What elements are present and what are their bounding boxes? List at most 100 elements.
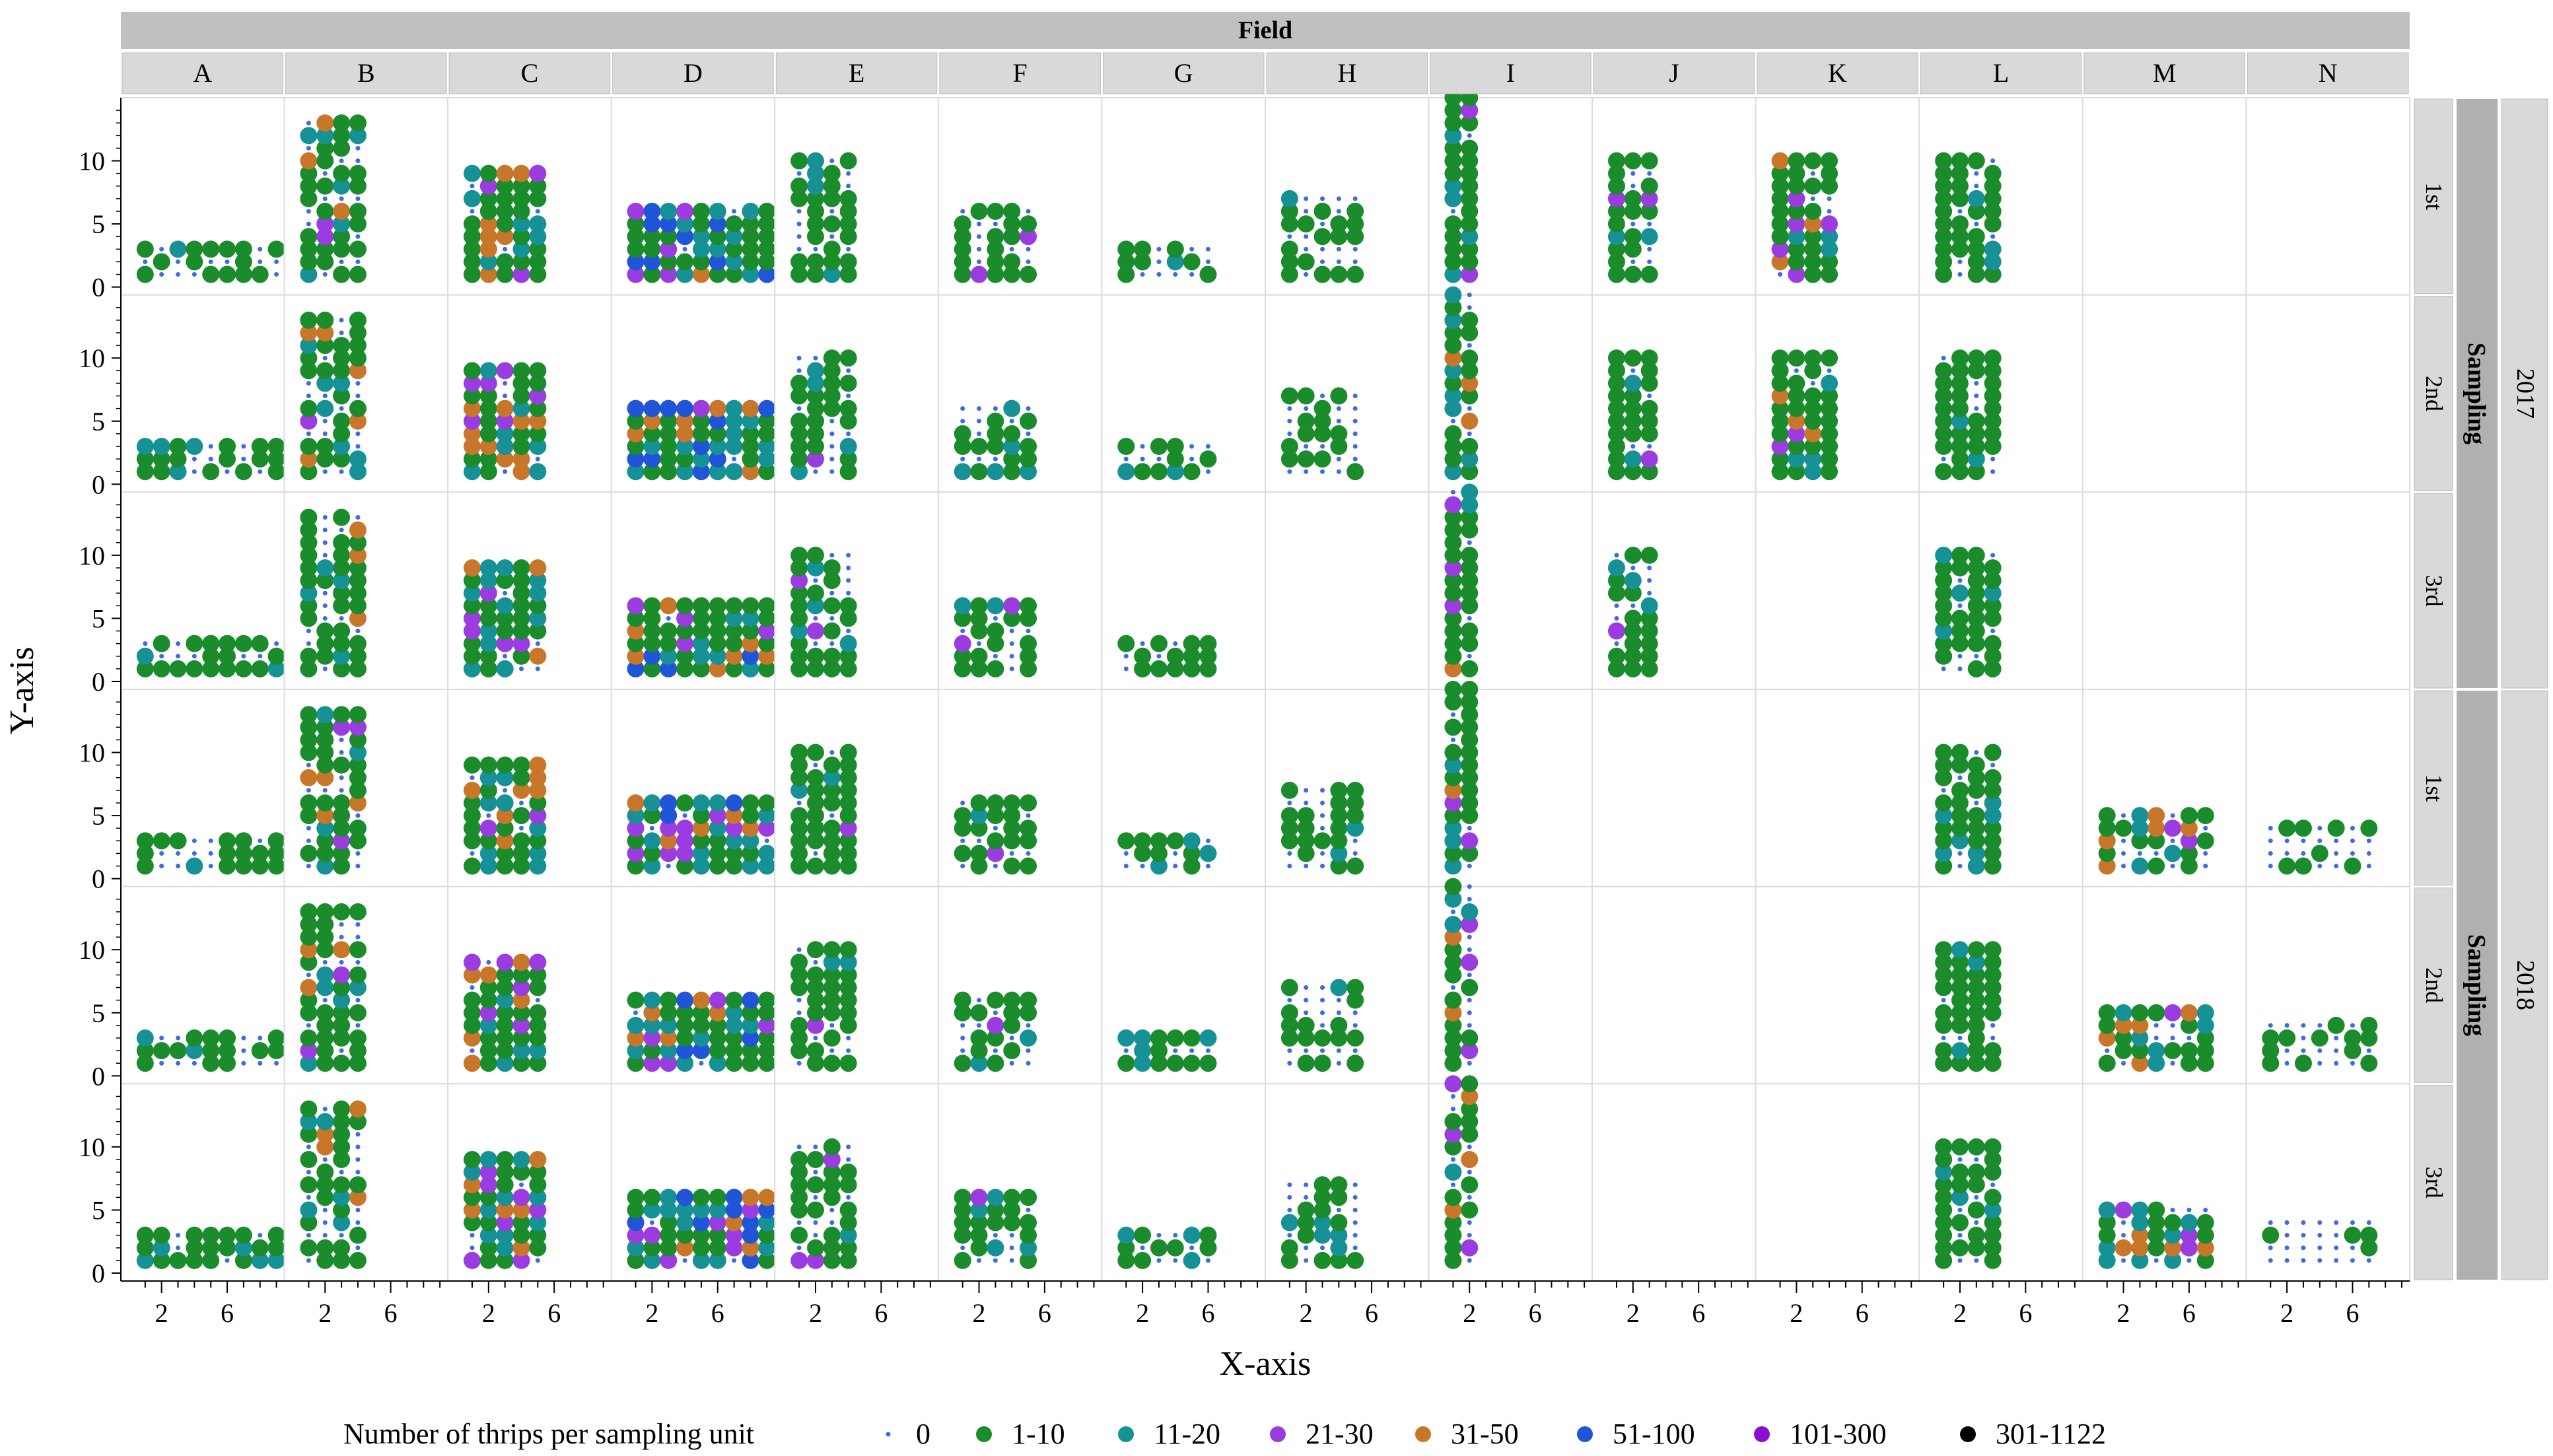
data-point — [970, 1239, 988, 1257]
data-point — [758, 1201, 776, 1219]
data-point — [839, 979, 857, 996]
data-point — [219, 1055, 236, 1072]
data-point-zero — [796, 406, 802, 411]
data-point — [2294, 1055, 2312, 1072]
data-point — [758, 1214, 776, 1231]
data-point — [1020, 1189, 1037, 1206]
data-point — [1935, 546, 1953, 564]
data-point — [790, 781, 808, 799]
x-tick-label: 2 — [1300, 1298, 1313, 1328]
data-point-zero — [2268, 850, 2273, 856]
data-point — [1444, 890, 1462, 908]
data-point — [512, 966, 530, 984]
sampling-strip — [2414, 690, 2453, 886]
data-point — [349, 660, 367, 677]
data-point — [316, 718, 334, 736]
data-point — [349, 362, 367, 380]
data-point — [333, 1251, 351, 1269]
data-point — [970, 794, 988, 812]
data-point — [2115, 1029, 2132, 1047]
data-point — [136, 265, 154, 283]
data-point-zero — [1810, 171, 1815, 176]
data-point — [1607, 438, 1625, 455]
data-point-zero — [2301, 1220, 2306, 1226]
data-point-zero — [159, 850, 164, 856]
data-point — [1150, 438, 1168, 455]
field-label: N — [2319, 58, 2338, 88]
data-point — [692, 1004, 710, 1022]
data-point — [202, 1042, 220, 1060]
data-point — [1624, 660, 1642, 677]
data-point — [1313, 412, 1331, 430]
data-point-zero — [796, 1144, 802, 1150]
data-point — [1330, 215, 1348, 233]
data-point — [1444, 1226, 1462, 1244]
data-point — [1821, 177, 1838, 195]
data-point — [1624, 265, 1642, 283]
data-point-zero — [1450, 909, 1455, 915]
sampling-label: 3rd — [2421, 575, 2447, 607]
data-point — [839, 450, 857, 468]
data-point — [1935, 253, 1953, 271]
data-point — [512, 1226, 530, 1244]
data-point-zero — [829, 1220, 835, 1226]
data-point — [316, 1004, 334, 1022]
y-tick-label: 10 — [79, 343, 105, 373]
data-point-zero — [796, 1220, 802, 1226]
data-point — [267, 647, 285, 665]
data-point-zero — [322, 590, 328, 596]
data-point-zero — [322, 196, 328, 201]
data-point — [692, 450, 710, 468]
data-point — [479, 572, 497, 590]
data-point-zero — [1189, 246, 1195, 252]
data-point-zero — [306, 431, 311, 436]
data-point — [2098, 1004, 2116, 1022]
data-point-zero — [1352, 838, 1358, 843]
data-point — [496, 228, 514, 246]
data-point — [1967, 425, 1985, 442]
data-point-zero — [306, 1023, 311, 1028]
data-point — [479, 819, 497, 837]
data-point-zero — [2203, 1207, 2208, 1212]
data-point — [970, 609, 988, 627]
data-point-zero — [1990, 629, 1996, 634]
data-point — [823, 979, 841, 996]
data-point-zero — [176, 1035, 181, 1041]
data-point-zero — [829, 615, 835, 621]
data-point — [333, 164, 351, 182]
panel-bg — [1101, 689, 1267, 887]
data-point — [1183, 1055, 1201, 1072]
data-point-zero — [829, 1048, 835, 1053]
legend-title: Number of thrips per sampling unit — [343, 1418, 754, 1450]
data-point — [333, 127, 351, 145]
data-point-zero — [829, 444, 835, 449]
data-point-zero — [796, 1010, 802, 1016]
data-point — [709, 1239, 726, 1257]
data-point-zero — [159, 1060, 164, 1066]
data-point — [692, 1201, 710, 1219]
data-point-zero — [1189, 444, 1195, 449]
x-tick-label: 2 — [1953, 1298, 1967, 1328]
data-point — [2115, 1239, 2132, 1257]
field-label: C — [521, 58, 539, 88]
data-point — [660, 991, 678, 1009]
data-point — [627, 819, 645, 837]
data-point — [2196, 1042, 2214, 1060]
data-point-zero — [1320, 850, 1325, 856]
data-point — [529, 1189, 547, 1206]
data-point — [529, 769, 547, 786]
data-point-zero — [503, 469, 508, 474]
data-point-zero — [322, 603, 328, 608]
data-point — [349, 769, 367, 786]
data-point-zero — [813, 1169, 818, 1175]
data-point — [1607, 559, 1625, 576]
data-point — [529, 1004, 547, 1022]
data-point — [1951, 941, 1969, 959]
data-point — [2131, 807, 2149, 825]
data-point-zero — [2284, 850, 2290, 856]
data-point — [1984, 647, 2002, 665]
data-point-zero — [796, 234, 802, 239]
data-point — [954, 660, 971, 677]
data-point-zero — [339, 775, 344, 780]
